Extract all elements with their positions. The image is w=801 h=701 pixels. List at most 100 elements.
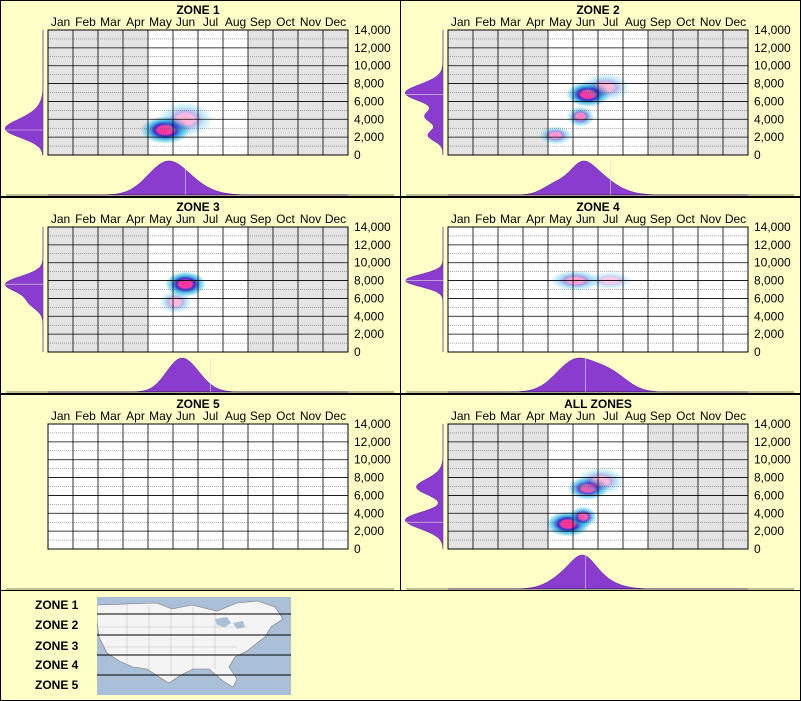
y-tick-label: 12,000 [354, 238, 391, 252]
month-label: Dec [725, 409, 746, 423]
month-label: Oct [676, 15, 695, 29]
panel-6: ALL ZONES Jan Feb Mar Apr May Jun Jul Aug Sep Oct N… [400, 394, 801, 590]
panel-title: ZONE 4 [576, 200, 620, 214]
month-label: Jan [451, 212, 470, 226]
y-tick-label: 2,000 [354, 327, 384, 341]
density-blob [580, 73, 631, 102]
month-label: Feb [75, 409, 96, 423]
zone-label-4: ZONE 4 [35, 658, 79, 672]
month-label: Apr [526, 409, 545, 423]
y-tick-label: 0 [354, 542, 361, 556]
month-column [673, 424, 698, 549]
month-column [73, 227, 98, 352]
month-label: Mar [500, 212, 521, 226]
month-column [123, 227, 148, 352]
month-label: Nov [700, 409, 721, 423]
zone-label-5: ZONE 5 [35, 678, 79, 692]
month-column [623, 424, 648, 549]
month-label: Jul [603, 212, 618, 226]
month-column [323, 227, 348, 352]
panel-4: ZONE 4 Jan Feb Mar Apr May Jun Jul Aug Sep Oct Nov D… [400, 197, 801, 394]
y-tick-label: 4,000 [754, 112, 784, 126]
altitude-distribution [404, 227, 444, 352]
y-tick-label: 0 [754, 148, 761, 162]
y-tick-label: 4,000 [354, 112, 384, 126]
month-label: May [549, 212, 572, 226]
y-tick-label: 2,000 [354, 130, 384, 144]
y-tick-label: 8,000 [754, 77, 784, 91]
plot-frame [47, 423, 349, 550]
month-label: Aug [625, 409, 646, 423]
month-label: Nov [300, 15, 321, 29]
y-tick-label: 12,000 [354, 41, 391, 55]
month-column [723, 30, 748, 155]
month-label: Feb [75, 15, 96, 29]
month-label: Dec [325, 409, 346, 423]
month-label: Mar [100, 15, 121, 29]
y-tick-label: 6,000 [754, 488, 784, 502]
month-label: Jul [603, 409, 618, 423]
y-tick-label: 4,000 [354, 309, 384, 323]
density-blob [575, 467, 626, 496]
month-label: Sep [250, 212, 272, 226]
density-blob [566, 106, 595, 128]
y-tick-label: 12,000 [754, 435, 791, 449]
panel-title: ZONE 5 [176, 397, 220, 411]
panel-title: ZONE 2 [576, 3, 620, 17]
panel-title: ZONE 3 [176, 200, 220, 214]
month-label: Apr [126, 15, 145, 29]
month-column [623, 227, 648, 352]
y-tick-label: 14,000 [754, 220, 791, 234]
y-tick-label: 10,000 [354, 256, 391, 270]
month-column [273, 227, 298, 352]
month-label: Jul [203, 409, 218, 423]
y-tick-label: 14,000 [754, 417, 791, 431]
month-label: Feb [75, 212, 96, 226]
plot-frame [447, 29, 749, 156]
month-label: Mar [100, 409, 121, 423]
month-label: May [149, 212, 172, 226]
month-column [73, 30, 98, 155]
y-tick-label: 14,000 [354, 220, 391, 234]
panel-1: ZONE 1 Jan Feb Mar Apr May Jun Jul Aug Sep Oct Nov D… [0, 0, 401, 197]
y-tick-label: 10,000 [754, 256, 791, 270]
month-label: Dec [725, 212, 746, 226]
month-label: Jun [576, 212, 595, 226]
plot-frame [47, 226, 349, 353]
month-label: Sep [650, 409, 672, 423]
month-column [223, 424, 248, 549]
month-label: Dec [325, 212, 346, 226]
zone-label-3: ZONE 3 [35, 639, 79, 653]
month-label: Jan [51, 15, 70, 29]
y-tick-label: 8,000 [754, 274, 784, 288]
month-label: Jan [51, 212, 70, 226]
plot-frame [447, 226, 749, 353]
y-tick-label: 0 [354, 345, 361, 359]
y-tick-label: 10,000 [754, 59, 791, 73]
month-label: Oct [676, 212, 695, 226]
month-label: Aug [225, 212, 246, 226]
month-label: Sep [650, 15, 672, 29]
month-label: May [149, 15, 172, 29]
panel-2: ZONE 2 Jan Feb Mar Apr May Jun Jul Aug Sep Oct Nov D… [400, 0, 801, 197]
y-tick-label: 2,000 [754, 327, 784, 341]
month-label: Aug [225, 409, 246, 423]
month-label: Oct [276, 212, 295, 226]
y-tick-label: 0 [754, 345, 761, 359]
month-label: Sep [250, 15, 272, 29]
month-label: Jun [576, 15, 595, 29]
y-tick-label: 2,000 [754, 130, 784, 144]
month-column [123, 424, 148, 549]
month-label: Aug [625, 15, 646, 29]
month-label: Jan [451, 409, 470, 423]
us-zone-map [97, 597, 291, 695]
altitude-distribution [404, 424, 444, 550]
y-tick-label: 0 [754, 542, 761, 556]
panel-3: ZONE 3 Jan Feb Mar Apr May Jun Jul Aug Sep Oct Nov D… [0, 197, 401, 394]
month-column [273, 424, 298, 549]
month-label: Jun [176, 409, 195, 423]
month-label: Nov [700, 15, 721, 29]
month-label: Apr [526, 212, 545, 226]
month-label: Nov [300, 409, 321, 423]
